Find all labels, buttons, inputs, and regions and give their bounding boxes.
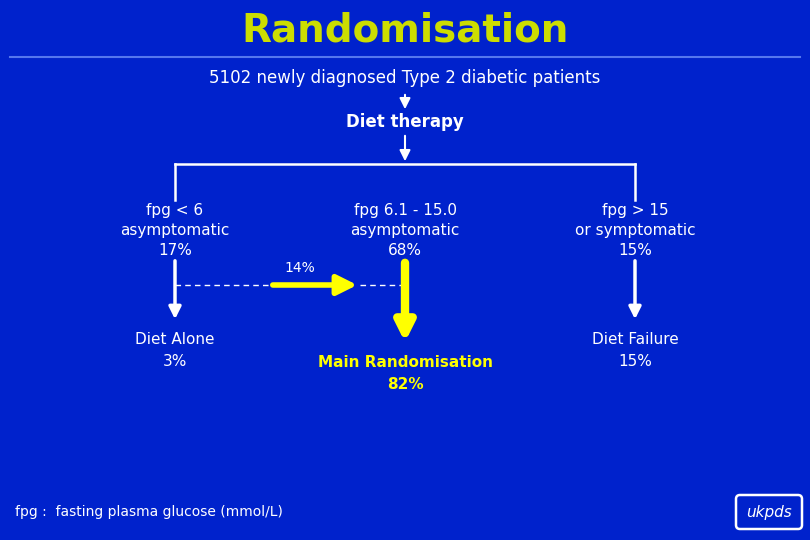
Text: fpg < 6
asymptomatic
17%: fpg < 6 asymptomatic 17% [121,203,230,258]
Text: Diet Failure
15%: Diet Failure 15% [591,332,679,369]
Text: Diet Alone
3%: Diet Alone 3% [135,332,215,369]
Text: 14%: 14% [284,261,315,275]
Text: Diet therapy: Diet therapy [346,113,464,131]
Text: Main Randomisation
82%: Main Randomisation 82% [318,355,492,392]
FancyBboxPatch shape [736,495,802,529]
Text: ukpds: ukpds [746,504,792,519]
Text: fpg :  fasting plasma glucose (mmol/L): fpg : fasting plasma glucose (mmol/L) [15,505,283,519]
Text: 5102 newly diagnosed Type 2 diabetic patients: 5102 newly diagnosed Type 2 diabetic pat… [209,69,601,87]
Text: fpg > 15
or symptomatic
15%: fpg > 15 or symptomatic 15% [574,203,695,258]
Text: fpg 6.1 - 15.0
asymptomatic
68%: fpg 6.1 - 15.0 asymptomatic 68% [350,203,460,258]
Text: Randomisation: Randomisation [241,11,569,49]
